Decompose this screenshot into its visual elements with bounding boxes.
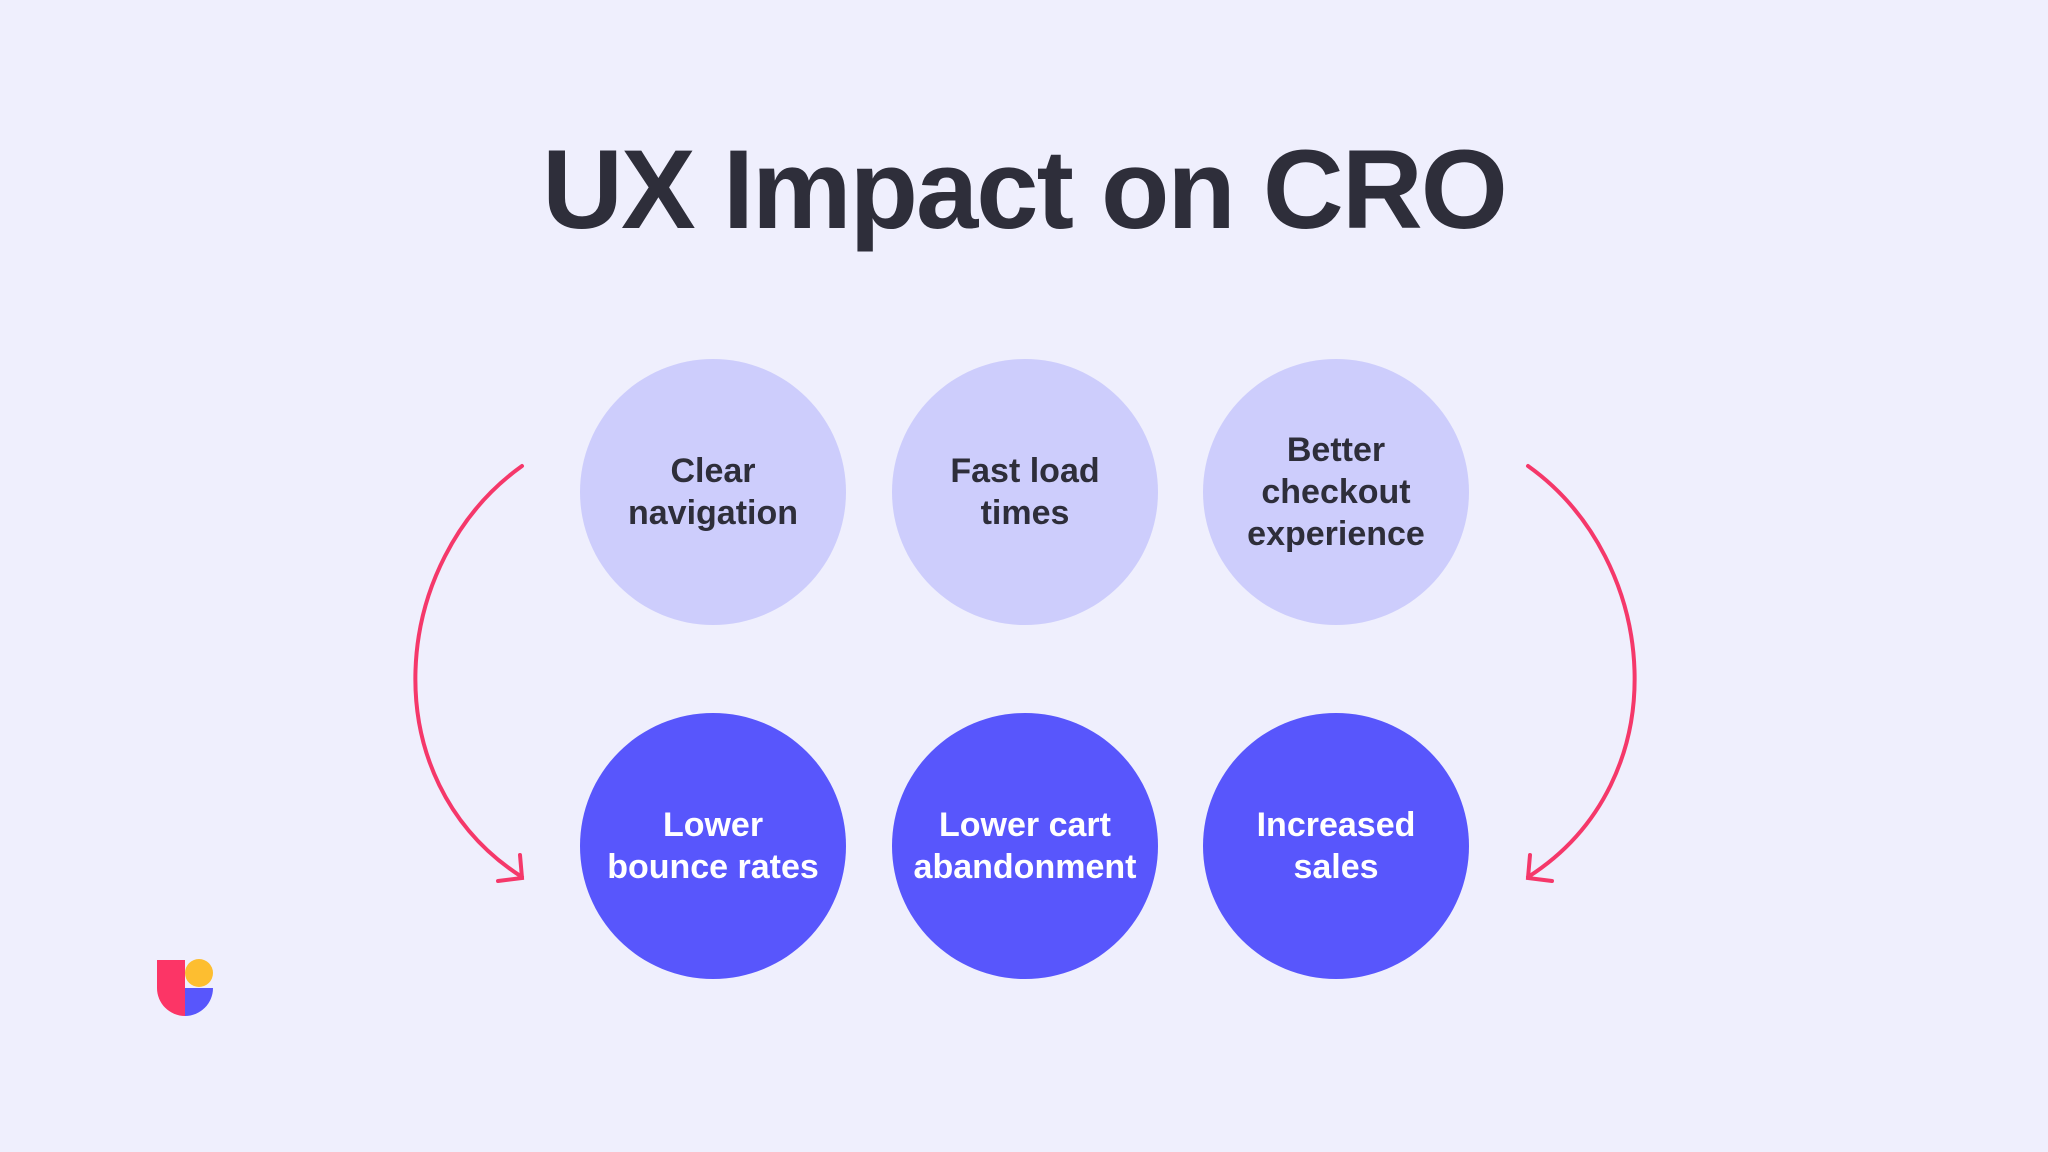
right-arrow-icon xyxy=(1525,464,1637,883)
factor-circle-clear-navigation: Clear navigation xyxy=(580,359,846,625)
logo xyxy=(157,959,213,1016)
outcome-circle-lower-cart-abandonment: Lower cart abandonment xyxy=(892,713,1158,979)
factor-circle-fast-load-times: Fast load times xyxy=(892,359,1158,625)
factor-circle-better-checkout: Better checkout experience xyxy=(1203,359,1469,625)
left-arrow-icon xyxy=(413,464,525,883)
page-title: UX Impact on CRO xyxy=(542,127,1508,252)
outcome-circle-lower-bounce: Lower bounce rates xyxy=(580,713,846,979)
outcome-circle-increased-sales: Increased sales xyxy=(1203,713,1469,979)
